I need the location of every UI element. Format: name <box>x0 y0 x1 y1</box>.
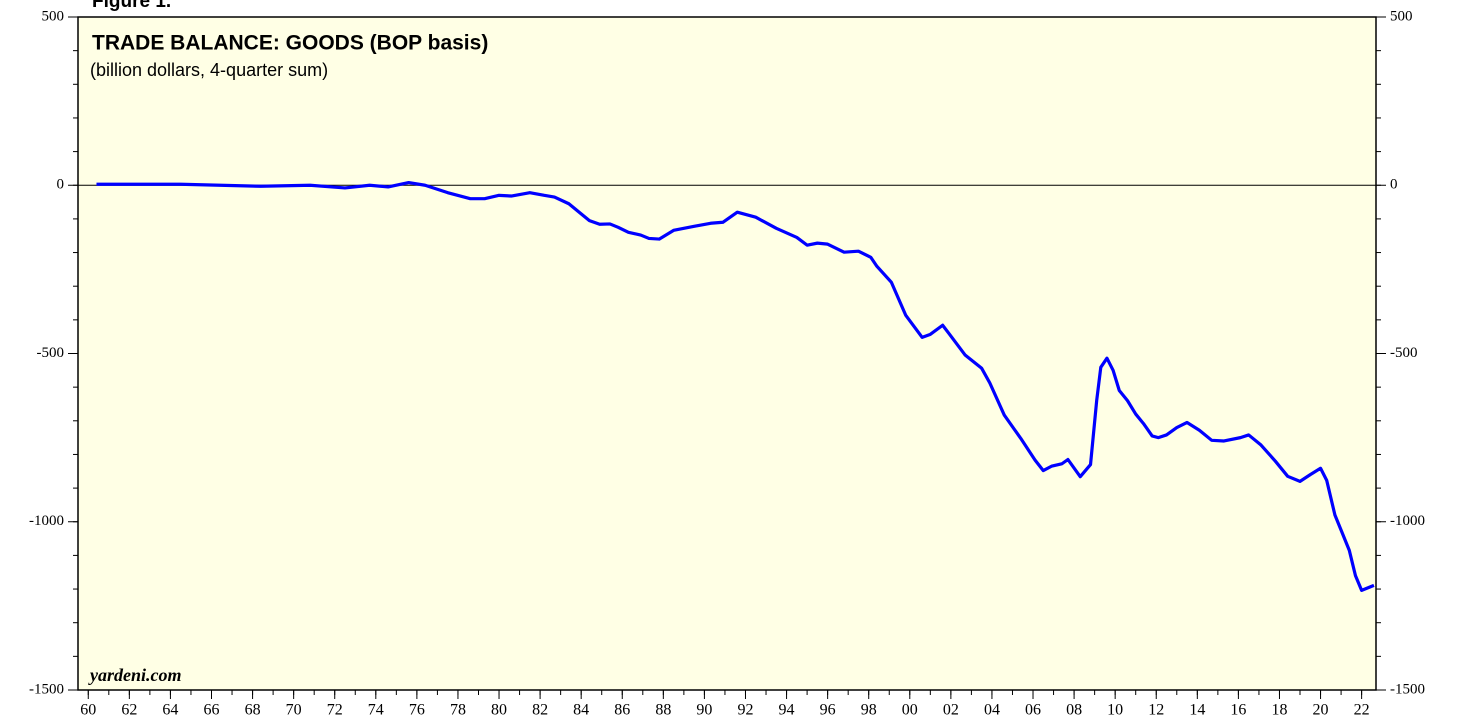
source-label: yardeni.com <box>88 665 182 685</box>
x-tick-label: 20 <box>1313 702 1329 719</box>
x-tick-label: 94 <box>779 702 795 719</box>
x-tick-label: 70 <box>286 702 302 719</box>
x-tick-label: 84 <box>573 702 589 719</box>
chart-subtitle: (billion dollars, 4-quarter sum) <box>90 60 328 80</box>
x-tick-label: 86 <box>614 702 630 719</box>
x-tick-label: 14 <box>1189 702 1205 719</box>
y-tick-label: -1000 <box>29 513 64 529</box>
x-tick-label: 92 <box>737 702 753 719</box>
chart-title: TRADE BALANCE: GOODS (BOP basis) <box>92 32 488 55</box>
y-tick-label: 0 <box>57 177 65 193</box>
x-tick-label: 90 <box>696 702 712 719</box>
y-tick-label: -500 <box>37 345 65 361</box>
x-tick-label: 10 <box>1107 702 1123 719</box>
x-tick-label: 88 <box>655 702 671 719</box>
x-tick-label: 60 <box>80 702 96 719</box>
y-tick-label: -1500 <box>29 681 64 697</box>
y-tick-label: -1500 <box>1390 681 1425 697</box>
x-tick-label: 76 <box>409 702 425 719</box>
x-tick-label: 82 <box>532 702 548 719</box>
x-tick-label: 00 <box>902 702 918 719</box>
x-tick-label: 78 <box>450 702 466 719</box>
y-tick-label: 500 <box>42 8 65 24</box>
y-tick-label: 0 <box>1390 177 1398 193</box>
x-tick-label: 04 <box>984 702 1000 719</box>
x-tick-label: 64 <box>162 702 178 719</box>
data-line <box>96 180 1375 592</box>
x-tick-label: 02 <box>943 702 959 719</box>
x-tick-label: 18 <box>1271 702 1287 719</box>
y-tick-label: -1000 <box>1390 513 1425 529</box>
plot-area <box>77 16 1377 691</box>
x-tick-label: 66 <box>203 702 219 719</box>
x-tick-label: 22 <box>1354 702 1370 719</box>
x-tick-label: 06 <box>1025 702 1041 719</box>
figure-label: Figure 1. <box>92 0 171 12</box>
x-tick-label: 16 <box>1230 702 1246 719</box>
x-tick-label: 08 <box>1066 702 1082 719</box>
x-tick-label: 72 <box>327 702 343 719</box>
y-tick-label: 500 <box>1390 8 1413 24</box>
x-tick-label: 98 <box>861 702 877 719</box>
y-tick-label: -500 <box>1390 345 1418 361</box>
x-tick-label: 74 <box>368 702 384 719</box>
x-tick-label: 96 <box>820 702 836 719</box>
x-tick-label: 80 <box>491 702 507 719</box>
x-tick-label: 62 <box>121 702 137 719</box>
x-tick-label: 12 <box>1148 702 1164 719</box>
x-tick-label: 68 <box>245 702 261 719</box>
